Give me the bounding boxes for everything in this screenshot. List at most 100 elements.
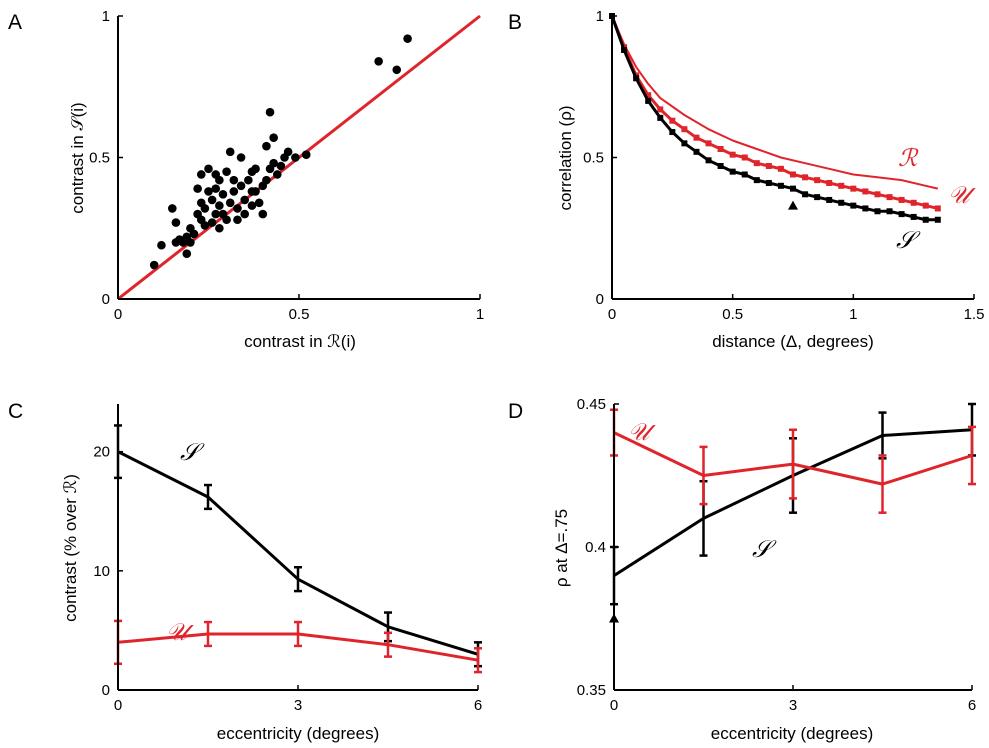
- panel-b-series-s-marker: [922, 216, 929, 223]
- panel-a-x-tick-label: 0.5: [289, 306, 310, 323]
- panel-a-plot: [117, 14, 481, 301]
- panel-b-series-s-marker: [765, 179, 772, 186]
- panel-b-series-s-marker: [814, 194, 821, 201]
- panel-a-point: [218, 189, 228, 199]
- panel-a-point: [229, 175, 239, 185]
- panel-b-series-s-marker: [802, 191, 809, 198]
- panel-b-x-tick-label: 1: [849, 306, 857, 323]
- panel-a-point: [247, 201, 257, 210]
- panel-b-series-u-marker: [814, 177, 821, 184]
- panel-b-plot: [609, 13, 941, 223]
- panel-b-series-s-marker: [729, 168, 736, 175]
- panel-b-series-u-marker: [753, 160, 760, 167]
- panel-a-y-tick-label: 0: [102, 291, 110, 308]
- panel-a-x-tick-label: 1: [476, 306, 484, 323]
- panel-b-series-u-marker: [790, 171, 796, 178]
- panel-b-series-u-label: 𝒰: [948, 183, 976, 209]
- panel-c-axes: 0 3 6 0 10 20: [93, 404, 482, 714]
- panel-c-x-tick-label: 6: [474, 697, 482, 714]
- panel-b-series-s-marker: [850, 202, 857, 209]
- panel-a-point: [276, 161, 286, 171]
- panel-a-point: [269, 158, 278, 168]
- panel-a-point: [193, 184, 202, 193]
- panel-a-point: [291, 153, 300, 162]
- panel-a-point: [186, 238, 195, 247]
- panel-c-xlabel: eccentricity (degrees): [217, 724, 380, 743]
- panel-a-point: [254, 198, 264, 208]
- panel-c: 0 3 6 0 10 20 eccentricity (degrees) contrast…: [61, 404, 482, 743]
- panel-a-point: [222, 167, 231, 176]
- panel-d-x-tick-label: 6: [968, 697, 976, 714]
- panel-a-y-tick-label: 0.5: [89, 150, 110, 167]
- panel-c-x-tick-label: 0: [114, 697, 122, 714]
- panel-b-letter: B: [508, 11, 522, 34]
- panel-a-letter: A: [8, 11, 22, 34]
- panel-b-series-u-marker: [669, 117, 676, 124]
- panel-a-point: [196, 170, 206, 179]
- panel-a-point: [247, 167, 257, 176]
- panel-a-axes: 0 0.5 1 0 0.5 1: [89, 8, 484, 323]
- panel-b-x-tick-label: 0.5: [722, 306, 743, 323]
- panel-a-point: [204, 164, 213, 174]
- panel-d-xlabel: eccentricity (degrees): [711, 724, 874, 743]
- panel-b-series-s-label: 𝒮: [896, 228, 921, 254]
- panel-b-series-s-marker: [898, 211, 905, 218]
- panel-b-series-u-marker: [657, 106, 664, 113]
- panel-b-y-tick-label: 0.5: [583, 150, 604, 167]
- panel-b-series-s-marker: [705, 157, 712, 164]
- panel-a-point: [182, 249, 192, 259]
- panel-a-point: [233, 204, 242, 213]
- panel-b-series-u-marker: [645, 92, 652, 99]
- panel-b-series-u-marker: [850, 185, 857, 192]
- panel-b-series-u-line: [610, 15, 939, 210]
- panel-a-point: [225, 147, 235, 157]
- panel-b-series-u-marker: [741, 154, 748, 161]
- panel-a-point: [269, 133, 278, 142]
- panel-b-series-u-marker: [862, 188, 869, 195]
- panel-b: 0 0.5 1 1.5 0 0.5 1 distance (Δ, degrees) corr…: [556, 8, 984, 351]
- panel-a-xlabel: contrast in ℛ(i): [244, 332, 356, 351]
- panel-a-point: [215, 223, 224, 233]
- panel-b-series-s-marker: [669, 129, 676, 136]
- panel-d-series-u-label: 𝒰: [628, 420, 656, 446]
- panel-a-point: [403, 34, 412, 43]
- panel-b-series-u-marker: [886, 194, 893, 201]
- panel-a-point: [244, 175, 253, 185]
- panel-d-series-s-label: 𝒮: [752, 537, 777, 563]
- panel-b-series-u-marker: [910, 199, 917, 206]
- panel-a-point: [189, 229, 199, 239]
- panel-b-series-s-marker: [753, 177, 760, 184]
- panel-b-series-s-marker: [693, 148, 700, 155]
- panel-a-point: [207, 195, 217, 205]
- panel-b-series-s-marker: [874, 208, 881, 215]
- panel-b-series-s-marker: [717, 162, 724, 169]
- panel-a-point: [251, 187, 260, 196]
- panel-b-series-s-marker: [621, 46, 628, 53]
- panel-a-x-tick-label: 0: [114, 306, 122, 323]
- panel-b-series-u-marker: [777, 165, 784, 172]
- panel-b-series-s-marker: [777, 182, 784, 189]
- panel-a-point: [229, 187, 239, 196]
- panel-d-axes: 0 3 6 0.35 0.4 0.45: [577, 396, 976, 714]
- panel-a-point: [262, 141, 271, 151]
- panel-a-point: [157, 240, 166, 250]
- panel-b-series-s-marker: [934, 216, 941, 223]
- panel-c-y-tick-label: 20: [93, 444, 110, 461]
- panel-c-y-tick-label: 0: [102, 682, 110, 699]
- panel-b-series-s-marker: [862, 205, 869, 212]
- panel-b-series-s-marker: [633, 75, 640, 82]
- panel-a-point: [211, 209, 221, 219]
- panel-a-point: [168, 204, 177, 213]
- panel-b-y-tick-label: 0: [596, 291, 604, 308]
- panel-a: 0 0.5 1 0 0.5 1 contrast in ℛ(i) contrast in …: [68, 8, 484, 351]
- panel-a-point: [374, 56, 383, 66]
- panel-d-plot: [609, 402, 976, 623]
- panel-b-y-tick-label: 1: [596, 8, 604, 25]
- panel-a-point: [240, 195, 249, 205]
- panel-a-point: [262, 175, 271, 185]
- panel-c-series-s-label: 𝒮: [180, 440, 205, 466]
- panel-b-series-s-marker: [681, 140, 688, 147]
- panel-c-x-tick-label: 3: [294, 697, 302, 714]
- panel-a-point: [272, 170, 282, 179]
- panel-b-series-s-marker: [910, 213, 917, 220]
